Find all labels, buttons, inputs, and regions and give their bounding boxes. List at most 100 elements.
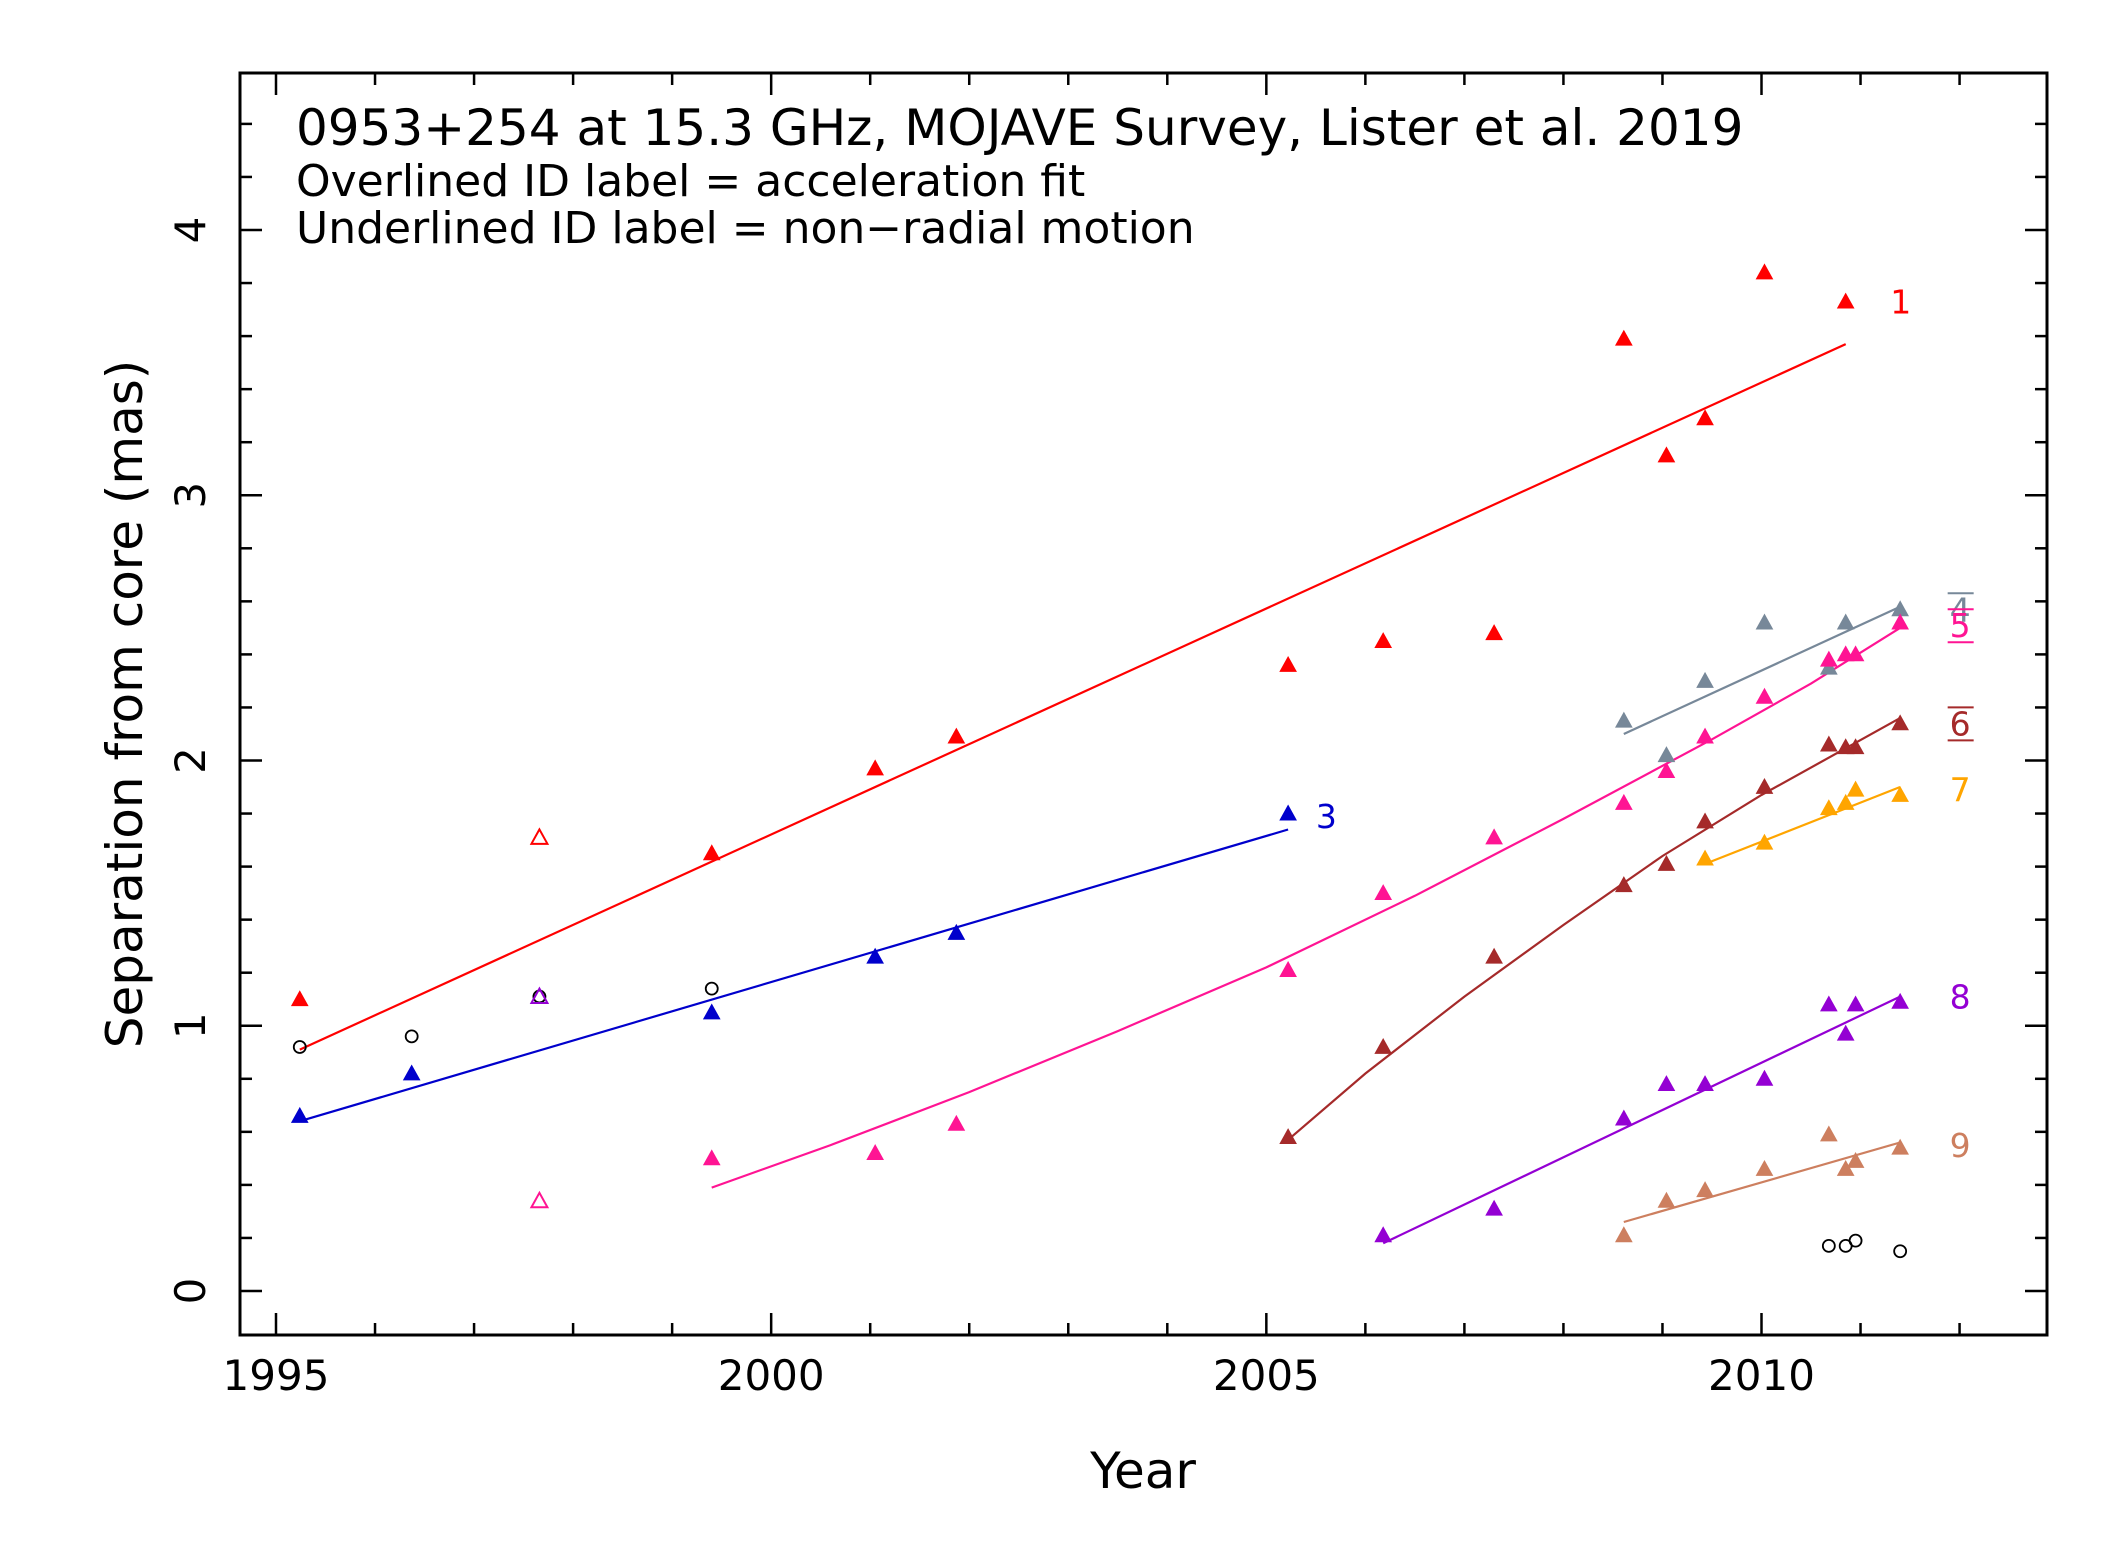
data-point-1 (1836, 292, 1855, 309)
open-triangle-point (529, 1190, 550, 1209)
y-tick-label: 2 (166, 747, 215, 774)
data-point-3 (290, 1106, 309, 1123)
data-point-1 (1657, 446, 1676, 463)
data-point-8 (1614, 1109, 1633, 1126)
fit-line-3 (299, 828, 1289, 1123)
data-point-1 (947, 727, 966, 744)
y-tick-label: 0 (166, 1278, 215, 1305)
annotation-nonradial: Underlined ID label = non−radial motion (296, 203, 1195, 254)
data-point-5 (1374, 884, 1393, 901)
data-point-1 (1696, 409, 1714, 426)
data-point-4 (1836, 613, 1855, 630)
component-label-6: 6 (1950, 704, 1971, 743)
data-point-7 (1846, 780, 1865, 797)
x-tick-label: 2005 (1213, 1351, 1320, 1400)
data-point-6 (1279, 1128, 1297, 1145)
data-point-5 (1819, 650, 1838, 667)
unassociated-point (1848, 1233, 1863, 1248)
data-point-6 (1374, 1037, 1393, 1054)
data-point-3 (1279, 804, 1297, 821)
data-point-6 (1846, 738, 1865, 755)
data-point-1 (1755, 263, 1774, 280)
data-point-6 (1657, 854, 1676, 871)
data-point-8 (1836, 1024, 1855, 1041)
data-point-1 (1614, 329, 1633, 346)
data-point-1 (1374, 632, 1393, 649)
data-point-5 (1485, 828, 1503, 845)
data-point-9 (1819, 1125, 1838, 1142)
data-point-8 (1657, 1075, 1676, 1092)
data-point-1 (866, 759, 885, 776)
data-point-6 (1755, 777, 1774, 794)
axes: 1995 2000 2005 2010 0 1 2 3 4 (166, 73, 2047, 1400)
component-label-5: 5 (1950, 606, 1971, 645)
data-point-6 (1485, 947, 1503, 964)
y-tick-label: 4 (166, 217, 215, 244)
fit-line-4 (1623, 605, 1901, 735)
fit-line-9 (1623, 1141, 1901, 1224)
unassociated-point (404, 1029, 419, 1044)
y-tick-label: 3 (166, 482, 215, 509)
data-point-1 (1485, 624, 1503, 641)
data-point-1 (702, 844, 721, 861)
data-point-9 (1696, 1181, 1714, 1198)
data-point-6 (1819, 735, 1838, 752)
component-label-7: 7 (1950, 771, 1971, 810)
data-point-9 (1755, 1159, 1774, 1176)
data-point-6 (1614, 876, 1633, 893)
data-point-5 (1696, 727, 1714, 744)
data-point-5 (1657, 762, 1676, 779)
x-axis-label: Year (1089, 1442, 1196, 1500)
component-label-3: 3 (1316, 797, 1337, 836)
data-point-5 (702, 1149, 721, 1166)
unassociated-point (1893, 1244, 1908, 1259)
data-point-8 (1485, 1199, 1503, 1216)
data-point-8 (1819, 995, 1838, 1012)
data-point-3 (402, 1064, 421, 1081)
data-point-1 (290, 990, 309, 1007)
data-point-7 (1755, 833, 1774, 850)
data-point-8 (1696, 1075, 1714, 1092)
data-point-6 (1891, 714, 1909, 731)
data-point-1 (1279, 655, 1297, 672)
y-tick-label: 1 (166, 1012, 215, 1039)
data-point-5 (1755, 687, 1774, 704)
open-triangle-point (529, 827, 550, 845)
fit-line-7 (1704, 785, 1901, 865)
x-tick-label: 2000 (718, 1351, 825, 1400)
data-point-5 (1279, 961, 1297, 977)
data-point-9 (1836, 1159, 1855, 1176)
data-point-3 (866, 947, 885, 964)
data-point-6 (1696, 812, 1714, 829)
component-label-8: 8 (1950, 978, 1971, 1017)
y-axis-label: Separation from core (mas) (96, 360, 154, 1049)
unassociated-point (1821, 1239, 1836, 1253)
fit-line-1 (299, 343, 1847, 1051)
fit-line-6 (1287, 717, 1901, 1141)
component-label-1: 1 (1890, 283, 1911, 322)
unassociated-point (704, 981, 719, 996)
data-point-8 (1846, 995, 1865, 1012)
chart-title: 0953+254 at 15.3 GHz, MOJAVE Survey, Lis… (296, 99, 1743, 157)
component-label-9: 9 (1950, 1126, 1971, 1165)
data-point-5 (1891, 613, 1909, 630)
data-point-3 (947, 923, 966, 940)
data-point-8 (1755, 1069, 1774, 1086)
x-tick-label: 2010 (1708, 1351, 1815, 1400)
fit-line-8 (1382, 995, 1901, 1245)
x-tick-label: 1995 (223, 1351, 330, 1400)
data-point-9 (1614, 1226, 1633, 1243)
data-point-7 (1891, 785, 1909, 802)
data-point-8 (1891, 992, 1909, 1009)
data-point-9 (1891, 1138, 1909, 1155)
data-point-7 (1696, 849, 1714, 866)
open-triangle-point (529, 986, 550, 1004)
data-point-5 (1846, 645, 1865, 662)
data-point-5 (866, 1144, 885, 1160)
data-point-7 (1836, 793, 1855, 810)
data-point-8 (1374, 1226, 1393, 1243)
data-point-5 (1614, 793, 1633, 810)
plot-frame (238, 71, 2049, 1337)
data-point-4 (1657, 746, 1676, 763)
